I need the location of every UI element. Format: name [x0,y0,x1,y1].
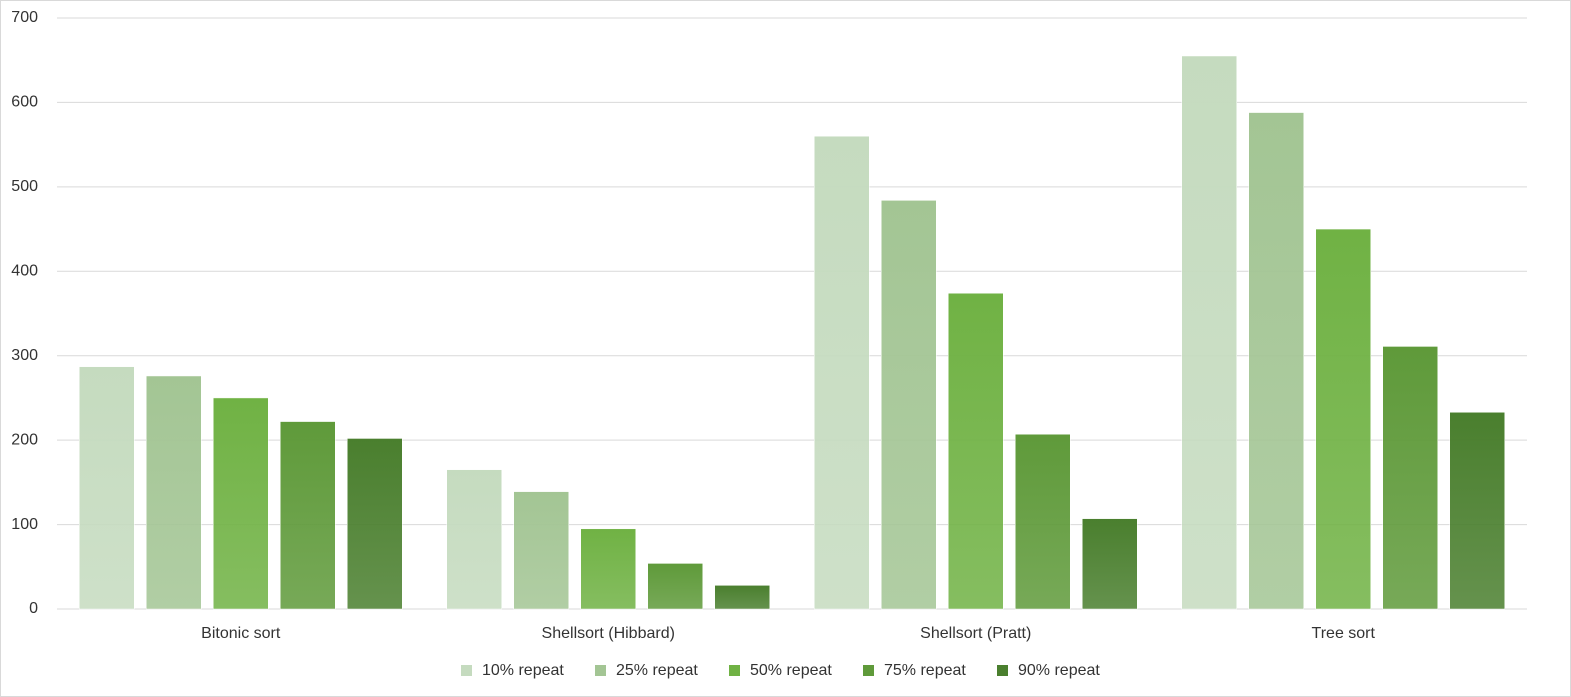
x-tick-label: Tree sort [1312,625,1376,642]
bar [213,397,269,610]
bar [1248,112,1304,610]
legend-marker [461,665,472,676]
y-tick-label: 600 [11,94,38,111]
bar [79,366,135,610]
bar [146,375,202,610]
legend-label: 50% repeat [750,662,832,679]
bar [647,563,703,610]
legend-marker [997,665,1008,676]
legend-label: 75% repeat [884,662,966,679]
bar [513,491,569,610]
bar [280,421,336,610]
bar [347,438,403,610]
legend-label: 25% repeat [616,662,698,679]
bar [881,200,937,610]
y-tick-label: 400 [11,263,38,280]
legend-marker [729,665,740,676]
legend-label: 90% repeat [1018,662,1100,679]
x-tick-label: Shellsort (Pratt) [920,625,1031,642]
bar [1181,55,1237,610]
bar [948,292,1004,610]
bar [1382,346,1438,610]
bar [1449,412,1505,610]
bar [1315,228,1371,610]
bar [714,585,770,610]
legend-label: 10% repeat [482,662,564,679]
y-tick-label: 500 [11,178,38,195]
y-tick-label: 300 [11,347,38,364]
x-tick-label: Shellsort (Hibbard) [542,625,675,642]
bar [1015,433,1071,610]
bar [446,469,502,610]
legend-marker [595,665,606,676]
x-tick-label: Bitonic sort [201,625,281,642]
y-tick-label: 0 [29,600,38,617]
bar [1082,518,1138,610]
y-tick-label: 700 [11,9,38,26]
bar [580,528,636,610]
bar [814,135,870,610]
y-tick-label: 200 [11,431,38,448]
legend-marker [863,665,874,676]
y-tick-label: 100 [11,516,38,533]
